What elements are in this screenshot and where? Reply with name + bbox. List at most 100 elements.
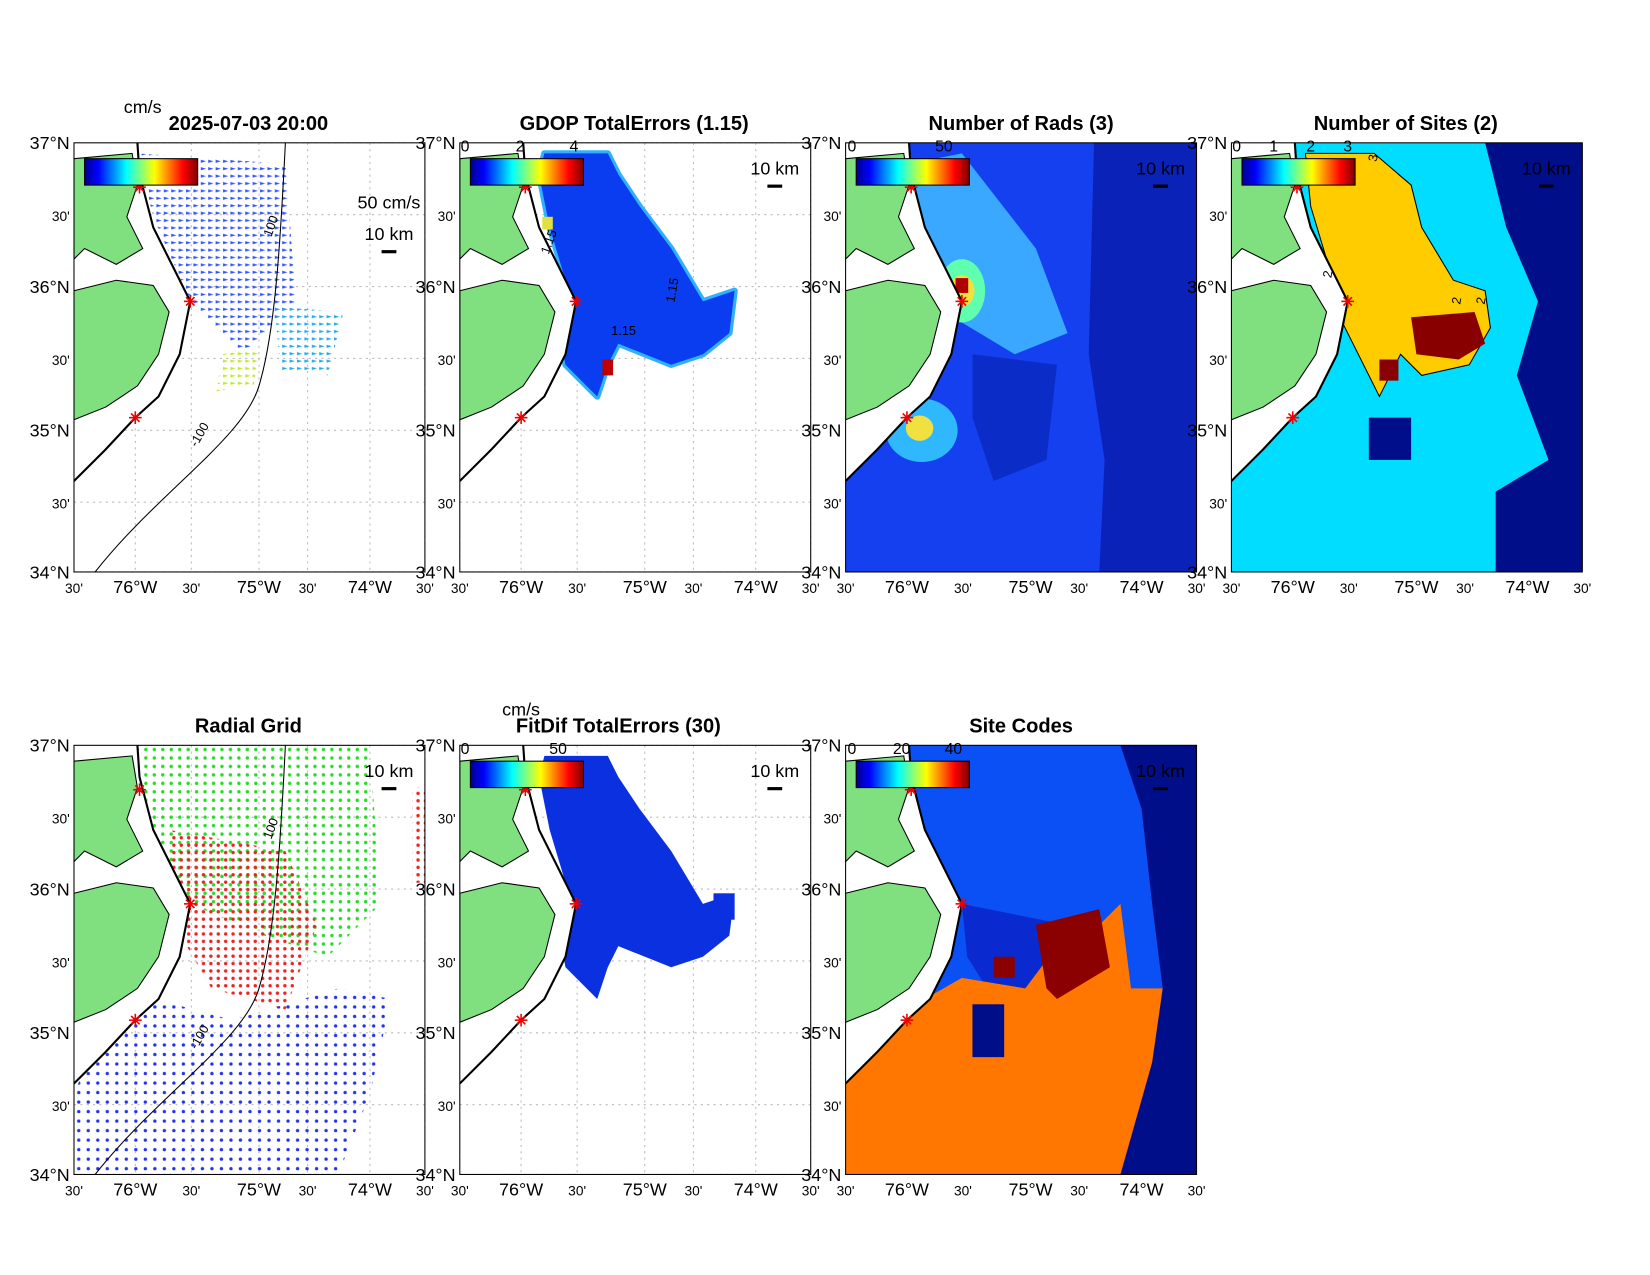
colorbar-tick-label: 0 [1232,138,1241,155]
lat-label: 30' [438,209,456,224]
lat-label: 34°N [30,1165,70,1185]
lon-label: 75°W [237,577,281,597]
lon-label: 75°W [623,1180,667,1200]
land [459,279,556,421]
marker-stroke [957,296,967,307]
marker-stroke [130,412,141,423]
map-area [459,745,811,1175]
colorbar [855,760,970,789]
lat-label: 36°N [801,277,841,297]
radial-grid [412,787,425,883]
lon-label: 30' [1070,1184,1088,1199]
site-marker [514,1013,528,1027]
colorbar-tick-label: 20 [893,741,911,758]
lat-label: 30' [52,497,70,512]
colorbar-tick-label: 1 [1269,138,1278,155]
lat-label: 34°N [801,1165,841,1185]
lon-label: 30' [1573,581,1591,596]
contour-label: 1.15 [611,324,636,338]
scale-bar-label: 10 km [1522,159,1571,179]
contour-label: 2 [1320,270,1335,279]
lon-label: 74°W [1505,577,1549,597]
axes-box [459,142,812,573]
rads-field [1088,142,1197,572]
lat-label: 35°N [30,1023,70,1043]
site-marker [1286,411,1300,424]
lon-label: 30' [1340,581,1358,596]
marker-stroke [902,412,912,423]
lat-label: 36°N [415,277,455,297]
lon-label: 76°W [1271,577,1315,597]
lat-label: 37°N [30,736,70,756]
lat-label: 34°N [801,562,841,582]
colorbar-tick-label: 50 [549,741,567,758]
marker-stroke [902,1015,912,1025]
lat-label: 30' [823,812,841,827]
marker-stroke [185,899,196,909]
land [73,279,170,421]
sites-field [1485,142,1583,572]
site-marker [128,411,142,424]
lon-label: 30' [568,581,586,596]
scale-bar-label: 10 km [1136,761,1185,781]
lat-label: 37°N [30,133,70,153]
lon-label: 75°W [1009,1180,1053,1200]
axes-box [1230,142,1583,573]
lon-label: 76°W [885,577,929,597]
site-marker [569,897,583,911]
lon-label: 30' [416,581,434,596]
land [73,755,144,868]
lat-label: 30' [438,812,456,827]
axes-box [845,744,1198,1175]
lat-label: 35°N [1187,421,1227,441]
marker-stroke [571,899,581,909]
code-field [1035,909,1110,999]
lat-label: 36°N [1187,277,1227,297]
sites-field [1411,311,1486,360]
lat-label: 35°N [801,421,841,441]
lon-label: 30' [1188,1184,1206,1199]
panel-title: Number of Rads (3) [928,113,1113,135]
contour-label: 3 [1366,153,1381,162]
lat-label: 34°N [415,1165,455,1185]
lon-label: 74°W [734,577,778,597]
lon-label: 76°W [113,1180,157,1200]
scale-bar-label: 10 km [750,159,799,179]
vector-field [274,306,344,376]
coastline [459,142,578,482]
unit-label: cm/s [502,700,540,720]
lon-label: 30' [65,581,83,596]
error-field [539,153,735,397]
lat-label: 30' [438,1099,456,1114]
colorbar-tick-label: 0 [848,138,857,155]
code-field [993,956,1015,978]
lat-label: 36°N [801,879,841,899]
marker-stroke [134,784,145,795]
lon-label: 30' [182,1184,200,1199]
contour-label: 1.15 [664,277,682,304]
coastline [845,745,963,1085]
axes-box [845,142,1198,573]
error-cell [713,893,735,920]
contour-label: 2 [1474,296,1489,305]
lat-label: 30' [438,353,456,368]
error-cell [602,359,614,376]
lon-label: 74°W [734,1180,778,1200]
map-panel: 100 -100 10 km 50 cm/s 37°N 30' 36°N 30' 35°N 30'… [30,133,434,597]
site-marker [183,897,197,911]
lat-label: 35°N [415,1023,455,1043]
error-field [539,755,735,999]
sites-field [1379,359,1399,381]
scale-bar-label: 10 km [1136,159,1185,179]
axes-box [459,744,812,1175]
axes-box [73,744,426,1175]
lon-label: 30' [1456,581,1474,596]
land [1231,279,1328,421]
land [845,882,942,1023]
marker-stroke [185,296,196,307]
coastline [1231,142,1349,482]
site-marker [183,295,197,308]
lat-label: 37°N [1187,133,1227,153]
